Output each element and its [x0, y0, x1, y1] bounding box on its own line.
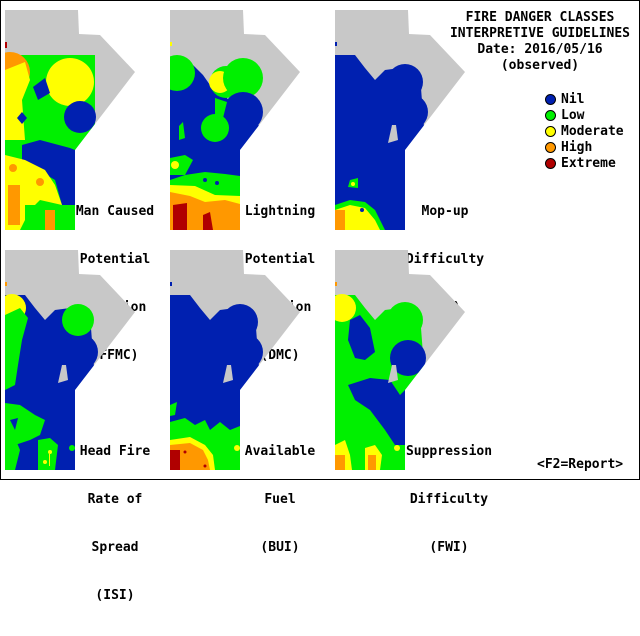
- map-panel-bui: Available Fuel (BUI): [165, 240, 330, 555]
- report-key-hint[interactable]: <F2=Report>: [537, 457, 624, 472]
- legend-label: Extreme: [561, 155, 616, 171]
- map-fwi: [335, 250, 465, 470]
- title-line-2: INTERPRETIVE GUIDELINES: [449, 26, 630, 41]
- title-line-1: FIRE DANGER CLASSES: [465, 10, 615, 25]
- legend: Nil Low Moderate High Extreme: [545, 91, 624, 171]
- map-panel-ffmc: Man Caused Potential Ignition (FFMC): [0, 0, 165, 363]
- map-panel-fwi: Suppression Difficulty (FWI): [330, 240, 495, 555]
- legend-label: High: [561, 139, 593, 155]
- label-line: Fuel: [264, 492, 296, 507]
- legend-label: Moderate: [561, 123, 624, 139]
- label-line: Lightning: [244, 204, 316, 219]
- map-panel-dc: Mop-up Difficulty (DC): [330, 0, 495, 315]
- label-line: (BUI): [260, 540, 300, 555]
- label-line: (ISI): [95, 588, 135, 603]
- legend-item-extreme: Extreme: [545, 155, 624, 171]
- label-line: Difficulty: [409, 492, 489, 507]
- map-label-isi: Head Fire Rate of Spread (ISI): [74, 412, 156, 636]
- label-line: Mop-up: [421, 204, 469, 219]
- map-ffmc: [5, 10, 135, 230]
- circle-icon: [545, 109, 556, 121]
- label-line: Head Fire: [79, 444, 151, 459]
- map-panel-dmc: Lightning Potential Ignition (DMC): [165, 0, 330, 363]
- map-bui: [170, 250, 300, 470]
- legend-item-low: Low: [545, 107, 624, 123]
- observed-line: (observed): [500, 58, 580, 73]
- label-line: Potential: [79, 252, 151, 267]
- map-label-bui: Available Fuel (BUI): [239, 412, 321, 588]
- label-line: Spread: [91, 540, 139, 555]
- label-line: Potential: [244, 252, 316, 267]
- map-panel-isi: Head Fire Rate of Spread (ISI): [0, 240, 165, 603]
- legend-item-nil: Nil: [545, 91, 624, 107]
- label-line: Difficulty: [405, 252, 485, 267]
- legend-label: Low: [561, 107, 585, 123]
- label-line: Man Caused: [75, 204, 155, 219]
- label-line: Rate of: [87, 492, 143, 507]
- label-line: Suppression: [405, 444, 493, 459]
- map-dc: [335, 10, 465, 230]
- circle-icon: [545, 157, 556, 169]
- legend-item-moderate: Moderate: [545, 123, 624, 139]
- map-label-fwi: Suppression Difficulty (FWI): [404, 412, 494, 588]
- page-title: FIRE DANGER CLASSES INTERPRETIVE GUIDELI…: [440, 10, 640, 74]
- circle-icon: [545, 141, 556, 153]
- map-dmc: [170, 10, 300, 230]
- label-line: (DMC): [260, 348, 300, 363]
- label-line: (FWI): [429, 540, 469, 555]
- date-line: Date: 2016/05/16: [477, 42, 603, 57]
- map-isi: [5, 250, 135, 470]
- legend-item-high: High: [545, 139, 624, 155]
- label-line: Available: [244, 444, 316, 459]
- circle-icon: [545, 93, 556, 105]
- legend-label: Nil: [561, 91, 585, 107]
- circle-icon: [545, 125, 556, 137]
